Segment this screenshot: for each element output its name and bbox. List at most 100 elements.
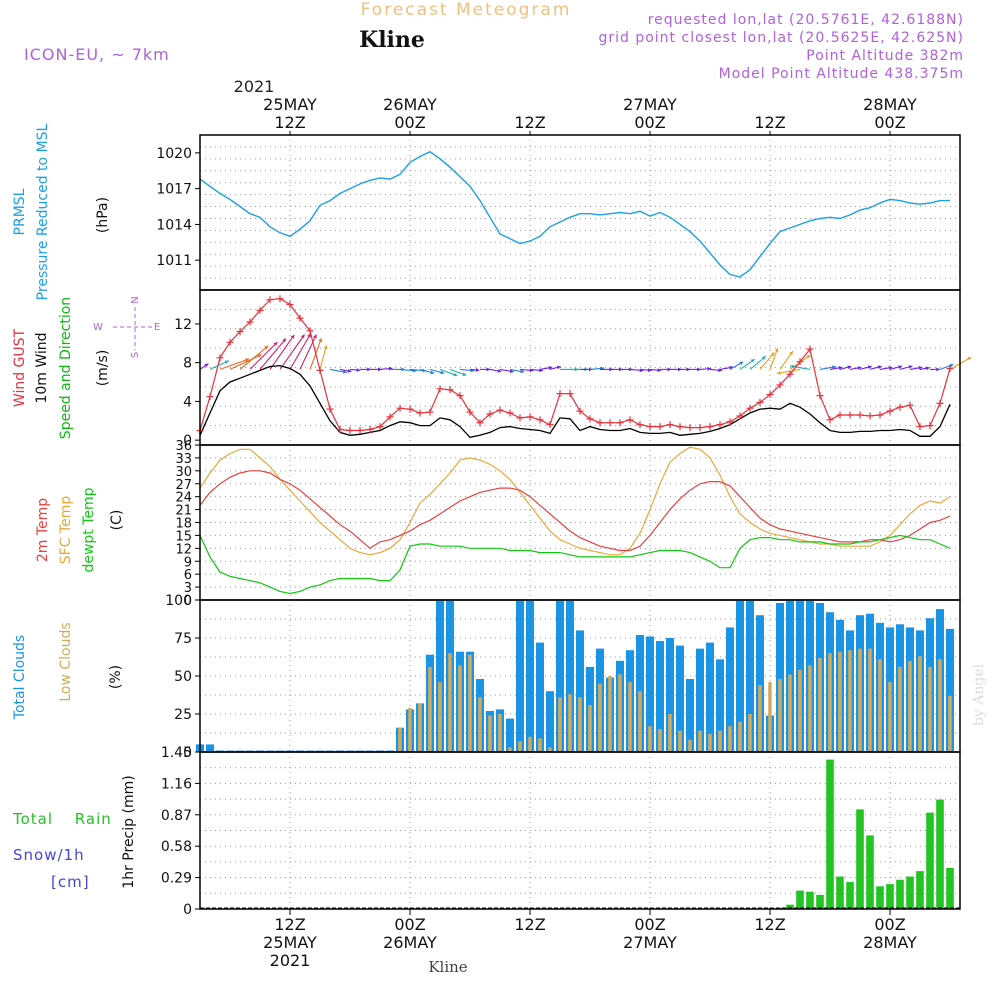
gust-marker xyxy=(756,398,764,406)
low-cloud-bar xyxy=(938,659,942,752)
low-cloud-bar xyxy=(768,682,772,752)
gust-marker xyxy=(476,419,484,427)
pressure-reduced-label: Pressure Reduced to MSL xyxy=(35,123,51,300)
y-tick-label: 25 xyxy=(174,707,192,723)
wind-gust-label: Wind GUST xyxy=(12,328,28,407)
wind-direction-arrow xyxy=(777,368,801,375)
wind-arrow-head xyxy=(838,366,843,370)
low-cloud-bar xyxy=(888,682,892,752)
wind-direction-arrow xyxy=(269,334,295,370)
gust-marker xyxy=(886,407,894,415)
gust-marker xyxy=(556,390,564,398)
top-hour-label: 12Z xyxy=(514,113,545,132)
y-tick-label: 0 xyxy=(184,594,192,609)
total-cloud-bar xyxy=(746,600,754,752)
low-cloud-bar xyxy=(908,660,912,752)
low-cloud-bar xyxy=(788,674,792,752)
y-tick-label: 24 xyxy=(175,491,192,506)
gust-marker xyxy=(336,426,344,433)
gust-marker xyxy=(596,419,604,427)
wind-arrow-head xyxy=(707,366,712,371)
top-hour-label: 00Z xyxy=(634,113,665,132)
y-tick-label: 0 xyxy=(183,745,192,761)
gust-marker xyxy=(266,296,274,304)
prmsl-label: PRMSL xyxy=(12,188,28,235)
gust-marker xyxy=(876,411,884,419)
low-cloud-bar xyxy=(448,653,452,752)
gust-marker xyxy=(246,318,254,326)
gust-marker xyxy=(436,385,444,393)
wind-direction-arrow xyxy=(249,341,278,370)
gust-marker xyxy=(286,301,294,309)
total-cloud-bar xyxy=(566,600,574,752)
gust-marker xyxy=(736,412,744,420)
gust-marker xyxy=(816,392,824,400)
gust-marker xyxy=(456,392,464,400)
gust-marker xyxy=(256,306,264,314)
wind-arrow-head xyxy=(770,352,775,357)
bottom-hour-label: 00Z xyxy=(874,915,905,934)
rain-bar xyxy=(796,890,804,909)
wind-arrow-head xyxy=(967,357,972,361)
bottom-hour-label: 12Z xyxy=(754,915,785,934)
wind-direction-arrow xyxy=(769,347,779,370)
gust-marker xyxy=(516,414,524,422)
total-cloud-bar xyxy=(706,642,714,752)
low-cloud-bar xyxy=(838,651,842,752)
total-cloud-bar xyxy=(536,642,544,752)
wind-direction-arrow xyxy=(319,345,328,370)
y-tick-label: 50 xyxy=(174,669,192,685)
y-tick-label: 12 xyxy=(175,542,192,557)
gust-marker xyxy=(826,416,834,424)
gust-marker xyxy=(296,314,304,322)
wind-arrow-head xyxy=(678,367,682,372)
wind-arrow-head xyxy=(264,345,269,350)
credit-watermark: by Angel xyxy=(971,663,987,726)
total-cloud-bar xyxy=(946,628,954,752)
wind-speed-line xyxy=(199,364,951,439)
wind-arrow-head xyxy=(245,358,250,362)
gust-marker xyxy=(506,409,514,417)
compass-rose-icon: N E S W xyxy=(93,296,160,358)
total-rain-label: Total Rain xyxy=(12,810,112,828)
low-cloud-bar xyxy=(578,697,582,752)
gust-marker xyxy=(586,415,594,423)
gust-marker xyxy=(646,423,654,431)
y-tick-label: 1.16 xyxy=(161,776,192,792)
wind-arrow-head xyxy=(936,367,940,372)
low-cloud-bar xyxy=(878,659,882,752)
wind-arrow-head xyxy=(790,364,794,369)
low-cloud-bar xyxy=(718,730,722,752)
y-tick-label: 0.87 xyxy=(161,808,192,824)
low-cloud-bar xyxy=(648,726,652,752)
low-cloud-bar xyxy=(668,714,672,752)
total-cloud-bar xyxy=(686,679,694,752)
grid-point-coordinates: grid point closest lon,lat (20.5625E, 42… xyxy=(598,30,964,46)
gust-marker xyxy=(636,421,644,429)
gust-marker xyxy=(796,358,804,366)
gust-marker xyxy=(536,416,544,424)
precip-panel: 0 0.29 0.58 0.87 1.16 1.45 xyxy=(161,745,961,918)
low-cloud-bar xyxy=(748,714,752,752)
low-cloud-bar xyxy=(408,707,412,752)
y-tick-label: 0 xyxy=(183,433,192,449)
total-cloud-bar xyxy=(716,659,724,752)
gust-marker xyxy=(546,421,554,429)
y-tick-label: 0.29 xyxy=(161,871,192,887)
gust-marker xyxy=(776,381,784,389)
bottom-hour-label: 00Z xyxy=(634,915,665,934)
rain-bar xyxy=(896,879,904,909)
top-date-label: 27MAY xyxy=(623,95,677,114)
gust-marker xyxy=(896,403,904,411)
low-cloud-bar xyxy=(738,721,742,752)
panel-frame xyxy=(199,134,961,291)
bottom-hour-label: 12Z xyxy=(274,915,305,934)
low-cloud-bar xyxy=(558,697,562,752)
y-tick-label: 9 xyxy=(184,555,192,570)
gust-marker xyxy=(676,423,684,431)
bottom-date-label: 28MAY xyxy=(863,933,917,952)
wind-arrow-head xyxy=(475,368,480,372)
wind-arrow-head xyxy=(857,366,862,370)
